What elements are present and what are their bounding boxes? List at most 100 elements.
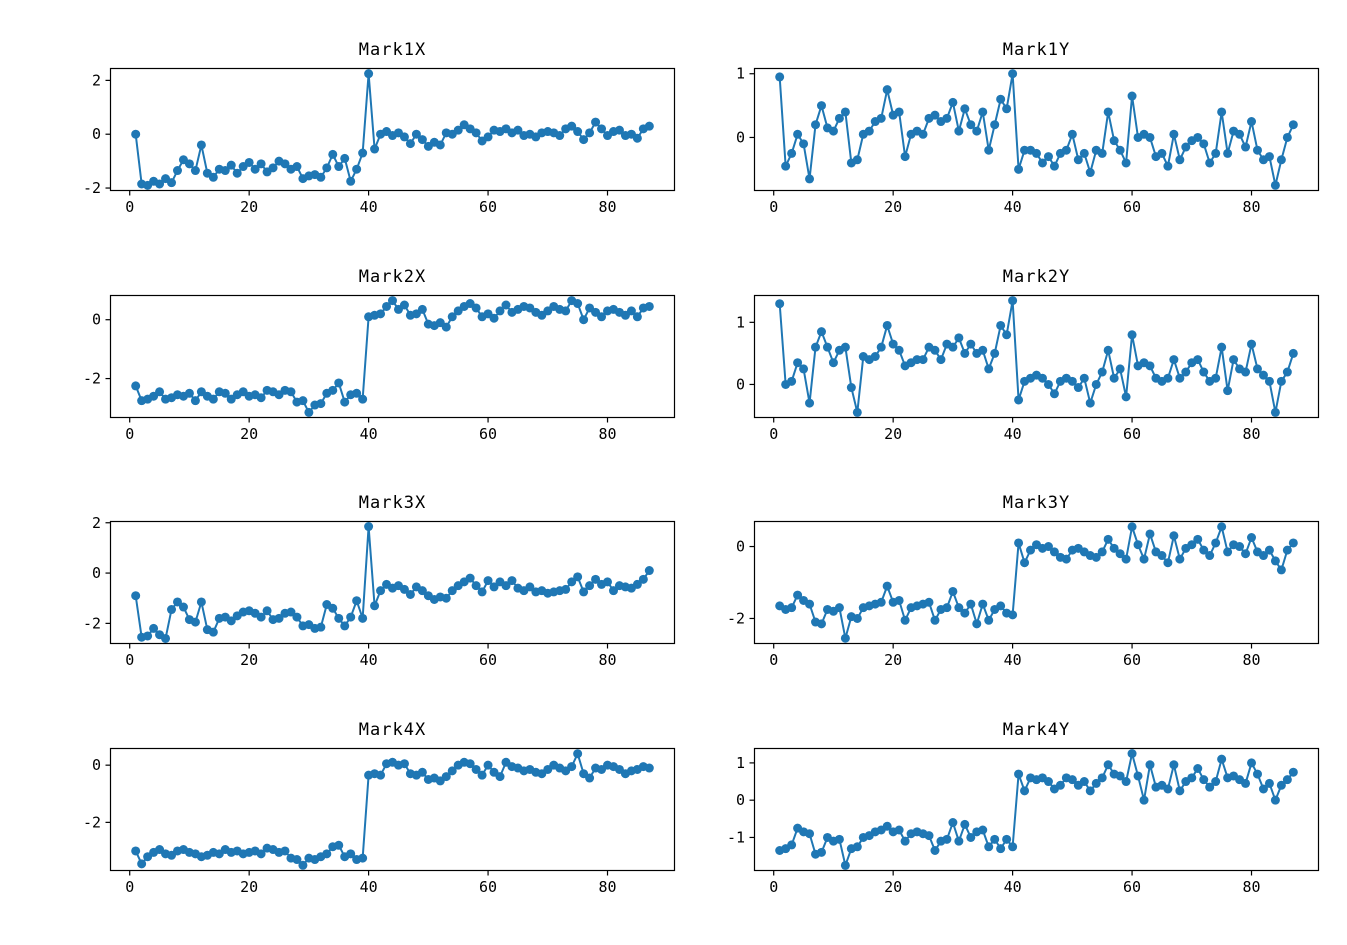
data-point — [978, 107, 988, 117]
data-point — [417, 304, 427, 314]
data-point — [1199, 139, 1209, 149]
data-point — [304, 407, 314, 417]
y-tick-label: 0 — [92, 564, 101, 582]
y-tick-label: 0 — [736, 128, 745, 146]
axes-box — [109, 294, 676, 419]
data-point — [465, 573, 475, 583]
plot-area-mark3x: 0 20 40 60 80 -2 0 2 — [83, 514, 676, 669]
data-point — [787, 376, 797, 386]
data-point — [244, 157, 254, 167]
data-point — [805, 599, 815, 609]
data-point — [495, 306, 505, 316]
data-point — [495, 772, 505, 782]
data-point — [775, 72, 785, 82]
data-point — [1043, 379, 1053, 389]
data-point — [834, 834, 844, 844]
data-point — [1252, 145, 1262, 155]
data-point — [942, 113, 952, 123]
data-point — [555, 131, 565, 141]
x-tick-label: 20 — [240, 198, 258, 216]
data-point — [1103, 760, 1113, 770]
data-point — [286, 607, 296, 617]
data-point — [948, 586, 958, 596]
data-point — [405, 139, 415, 149]
data-point — [507, 576, 517, 586]
data-point — [316, 622, 326, 632]
data-point — [561, 306, 571, 316]
x-tick-label: 80 — [1242, 878, 1260, 896]
data-point — [399, 132, 409, 142]
axes-box — [109, 520, 676, 645]
axes-box — [753, 520, 1320, 645]
data-point — [172, 597, 182, 607]
data-point — [1043, 542, 1053, 552]
data-point — [364, 522, 374, 532]
data-point — [1199, 775, 1209, 785]
data-point — [579, 587, 589, 597]
data-point — [978, 825, 988, 835]
data-point — [1211, 148, 1221, 158]
data-point — [292, 855, 302, 865]
data-point — [1175, 155, 1185, 165]
data-point — [441, 322, 451, 332]
data-point — [489, 313, 499, 323]
data-point — [435, 140, 445, 150]
data-point — [376, 770, 386, 780]
data-point — [1079, 373, 1089, 383]
data-point — [876, 342, 886, 352]
data-point — [1014, 538, 1024, 548]
x-tick-label: 0 — [769, 425, 778, 443]
data-point — [340, 621, 350, 631]
data-point — [1193, 132, 1203, 142]
data-point — [996, 601, 1006, 611]
data-point — [1085, 786, 1095, 796]
data-point — [930, 846, 940, 855]
data-point — [471, 303, 481, 313]
data-point — [405, 589, 415, 599]
data-point — [597, 312, 607, 322]
data-point — [190, 166, 200, 176]
data-point — [1097, 148, 1107, 158]
data-point — [1067, 129, 1077, 139]
data-point — [489, 582, 499, 592]
data-point — [370, 601, 380, 611]
y-tick-label: 0 — [736, 791, 745, 809]
data-point — [220, 388, 230, 398]
chart-title-mark4y: Mark4Y — [1002, 720, 1071, 740]
data-point — [334, 162, 344, 172]
data-point — [1247, 758, 1257, 768]
data-point — [799, 139, 809, 149]
x-tick-label: 80 — [598, 198, 616, 216]
data-point — [876, 597, 886, 607]
data-point — [155, 179, 165, 189]
data-point — [1109, 136, 1119, 146]
data-point — [370, 144, 380, 154]
data-point — [328, 385, 338, 395]
data-point — [1241, 142, 1251, 152]
data-point — [984, 842, 994, 852]
data-point — [316, 172, 326, 182]
data-point — [990, 834, 1000, 844]
data-point — [948, 818, 958, 828]
data-point — [322, 849, 332, 859]
data-point — [1097, 547, 1107, 557]
data-point — [286, 387, 296, 397]
data-point — [1282, 775, 1292, 785]
y-tick-label: -1 — [727, 828, 745, 846]
y-tick-label: 0 — [92, 311, 101, 329]
data-point — [1223, 148, 1233, 158]
y-tick-label: 0 — [736, 538, 745, 556]
data-point — [1037, 158, 1047, 168]
series-line — [778, 299, 1295, 414]
data-point — [1014, 395, 1024, 405]
data-point — [900, 615, 910, 625]
data-point — [1169, 760, 1179, 770]
data-point — [781, 161, 791, 171]
data-point — [196, 597, 206, 607]
data-point — [1043, 777, 1053, 787]
data-point — [1008, 69, 1018, 79]
data-point — [1020, 558, 1030, 568]
data-point — [1205, 782, 1215, 792]
data-point — [1235, 129, 1245, 139]
